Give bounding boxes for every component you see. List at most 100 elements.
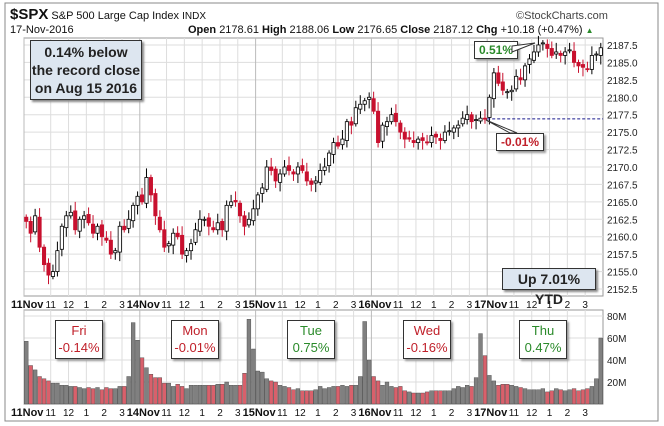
candle-body [536,44,541,53]
candle-body [251,208,256,222]
candle-body [42,246,47,266]
volume-bar [179,386,185,405]
note-line: the record close [31,62,141,78]
candle-body [496,72,501,84]
volume-bar [64,385,69,405]
open-label: Open [188,24,217,36]
volume-bar [536,389,541,405]
copyright: ©StockCharts.com [516,10,608,22]
low-label: Low [332,24,355,36]
open-value: 2178.61 [219,24,259,36]
volume-bar [545,391,550,405]
x-hour-label: 2 [449,408,455,419]
candle-body [527,58,532,65]
candle-body [389,114,394,123]
x-hour-label: 3 [351,300,357,311]
volume-bar [81,388,87,405]
volume-bar [188,385,194,405]
candle-body [469,114,474,123]
volume-bar [304,390,309,405]
candle-body [358,103,363,110]
volume-bar [41,378,47,405]
x-hour-label: 11 [509,408,520,419]
candle-body [460,117,465,125]
candle-body [122,225,127,231]
candle-body [398,122,403,133]
candle-body [220,220,225,231]
volume-bar [402,390,407,405]
x-hour-label: 12 [526,300,538,311]
x-hour-label: 2 [449,300,455,311]
volume-bar [522,388,528,405]
candle-body [171,232,176,246]
volume-bar [358,376,363,405]
volume-bar [197,385,203,405]
volume-bar [113,388,118,405]
volume-bar [318,386,323,405]
x-hour-label: 12 [526,408,538,419]
y-tick-label: 2157.5 [607,250,638,261]
volume-bar [594,378,599,405]
volume-bar [580,389,586,405]
candle-body [184,250,189,256]
x-hour-label: 2 [217,408,223,419]
volume-bar [531,389,537,405]
x-hour-label: 3 [119,408,125,419]
volume-bar [99,389,105,405]
x-hour-label: 3 [235,300,241,311]
volume-bar [77,387,82,405]
volume-bar [558,389,563,405]
volume-bar [335,386,341,405]
candle-body [211,227,216,231]
candle-body [273,168,278,182]
candle-body [135,195,140,206]
candle-body [482,117,488,120]
volume-bar [433,390,439,405]
x-hour-label: 12 [63,300,75,311]
volume-bar [251,348,256,405]
candle-body [371,98,376,112]
note-line: on Aug 15 2016 [34,80,138,96]
x-hour-label: 11 [277,408,288,419]
x-hour-label: 1 [431,408,437,419]
x-hour-label: 1 [315,408,321,419]
volume-bar [206,385,211,405]
x-day-label: 15Nov [243,407,277,419]
candle-body [157,216,162,231]
candle-body [531,51,536,61]
day-label: Tue [300,323,322,338]
x-hour-label: 1 [84,408,90,419]
candle-body [64,215,69,229]
candle-body [215,222,220,231]
high-label: High [262,24,287,36]
volume-bar [255,370,260,405]
volume-bar [264,378,269,405]
y-tick-label: 2160.0 [607,233,638,244]
volume-bar [527,389,532,405]
volume-bar [291,389,296,405]
volume-tick-label: 60M [607,334,626,345]
candle-body [59,225,64,250]
candle-body [313,180,318,184]
volume-bar [28,365,33,405]
volume-bar [130,322,136,405]
candle-body [278,173,283,183]
chg-value: +10.18 (+0.47%) [500,24,583,36]
high-pct-callout: 0.51% [474,41,519,59]
candle-body [166,243,171,247]
day-change-box: Fri -0.14% [55,320,103,359]
candle-body [585,68,590,71]
candle-body [349,121,354,126]
volume-bar [465,385,470,405]
exchange: INDX [182,11,207,22]
volume-bar [175,384,180,405]
candle-body [113,250,118,254]
candle-body [99,224,104,238]
x-hour-label: 1 [84,300,90,311]
volume-bar [33,369,38,405]
candle-body [474,119,479,121]
candle-body [117,225,122,253]
candle-body [384,121,390,127]
volume-bar [300,390,305,405]
